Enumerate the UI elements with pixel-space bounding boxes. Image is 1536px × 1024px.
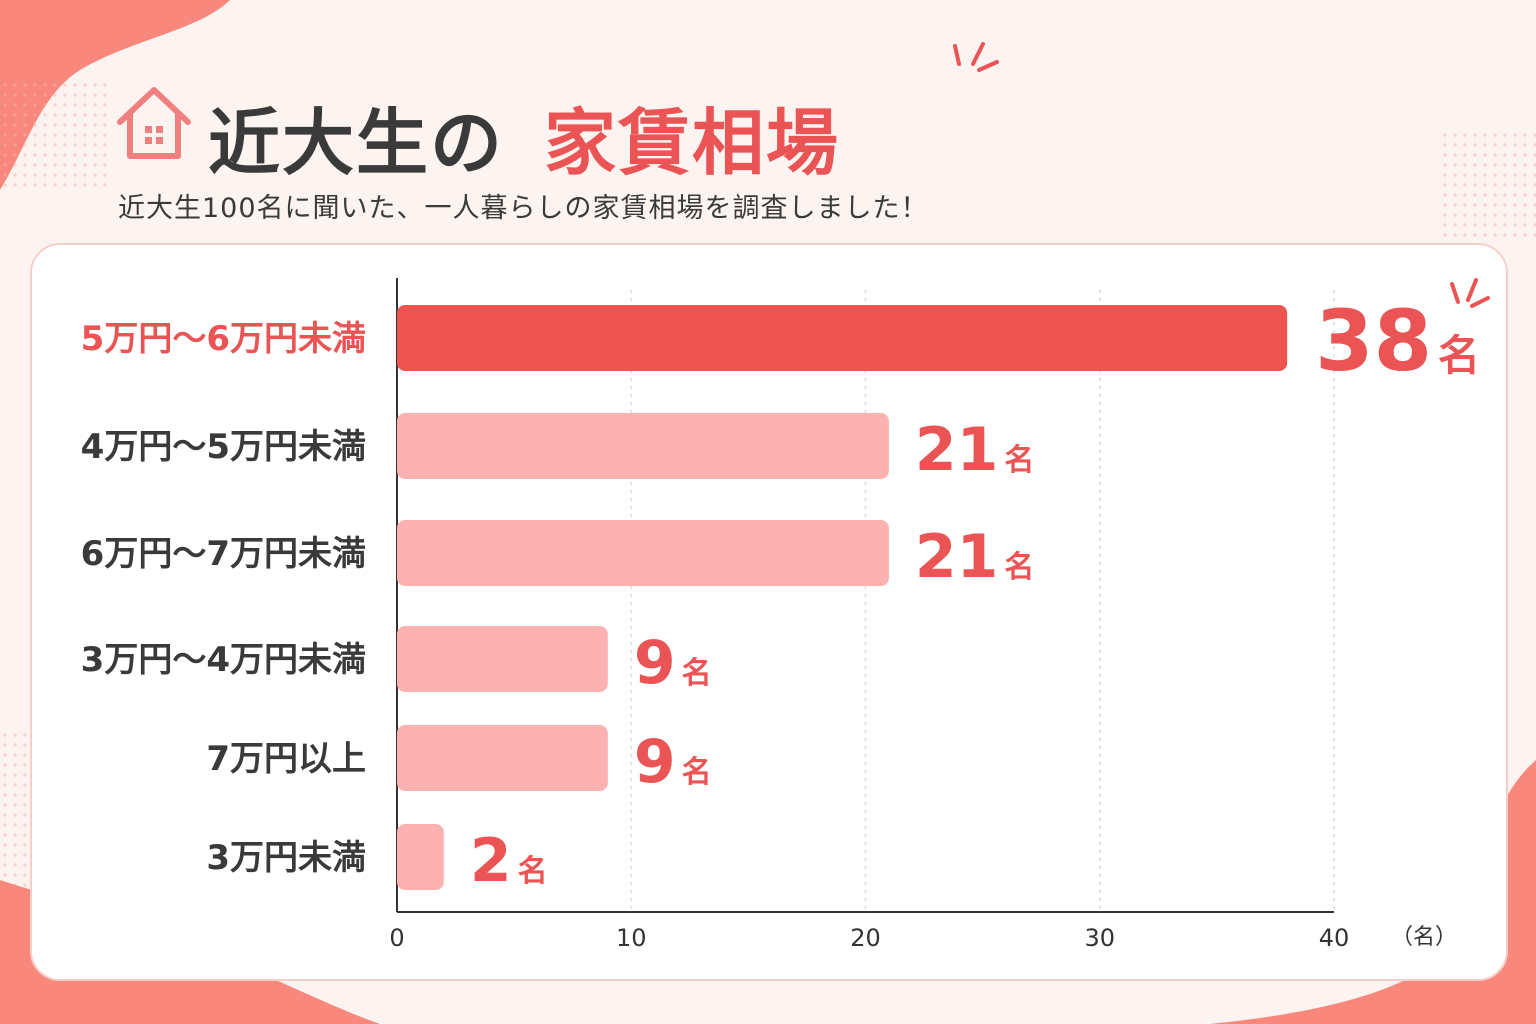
bar — [397, 413, 889, 479]
house-icon — [117, 87, 191, 159]
bar — [397, 305, 1288, 371]
bar — [397, 725, 608, 791]
category-label: 6万円～7万円未満 — [81, 534, 366, 574]
value-label: 21 名 — [915, 522, 1035, 592]
header: 近大生の 家賃相場 — [112, 42, 1012, 185]
category-label: 3万円未満 — [206, 838, 366, 878]
category-label: 3万円～4万円未満 — [81, 640, 366, 680]
value-label: 21 名 — [915, 415, 1035, 485]
category-label: 5万円～6万円未満 — [81, 319, 366, 359]
bar — [397, 626, 608, 692]
x-tick-label: 0 — [389, 924, 404, 952]
dot-pattern-left — [0, 80, 110, 190]
page-title-accent: 家賃相場 — [544, 101, 841, 185]
sparkle-icon — [1450, 278, 1490, 308]
corner-blob-top-left — [0, 0, 230, 190]
page-subtitle: 近大生100名に聞いた、一人暮らしの家賃相場を調査しました！ — [118, 193, 929, 224]
category-label: 4万円～5万円未満 — [81, 427, 366, 467]
x-tick-label: 20 — [850, 924, 881, 952]
x-tick-label: 40 — [1319, 924, 1350, 952]
dot-pattern-right — [1440, 130, 1536, 240]
bar — [397, 520, 889, 586]
category-label: 7万円以上 — [206, 739, 366, 779]
sparkle-icon — [953, 42, 999, 72]
x-axis-unit: （名） — [1391, 925, 1457, 950]
page-title: 近大生の — [208, 101, 505, 185]
x-tick-label: 30 — [1084, 924, 1115, 952]
x-tick-label: 10 — [616, 924, 647, 952]
value-label: 38 名 — [1315, 292, 1480, 390]
bar — [397, 824, 444, 890]
